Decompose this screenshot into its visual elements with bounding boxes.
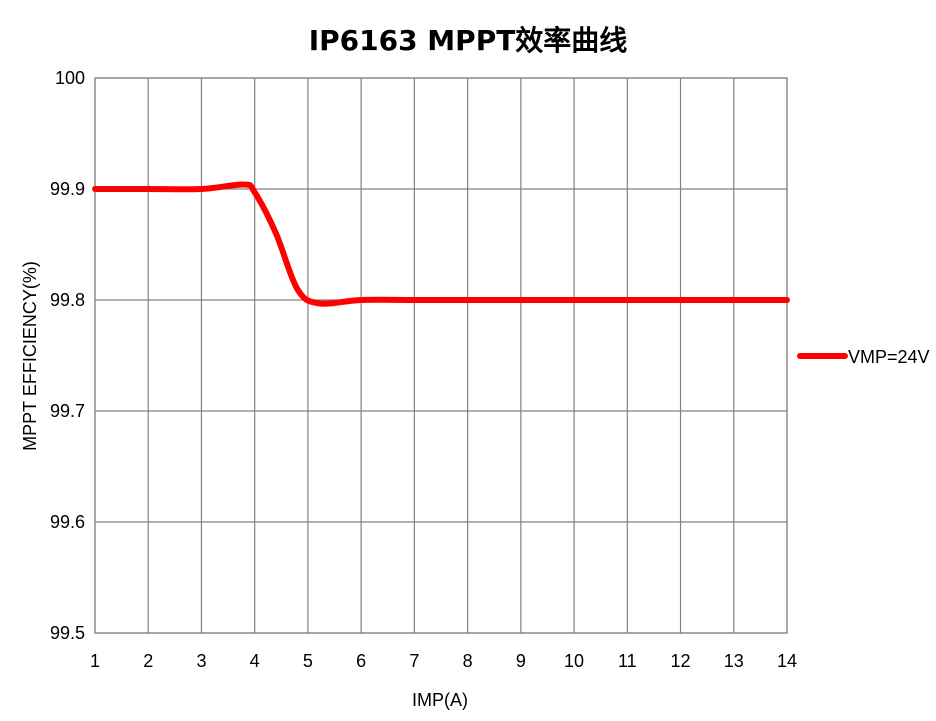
x-tick-label: 13 (724, 651, 744, 671)
legend: VMP=24V (797, 347, 930, 367)
x-axis-ticks: 1 2 3 4 5 6 7 8 9 10 11 12 13 14 (90, 651, 797, 671)
y-axis-ticks: 100 99.9 99.8 99.7 99.6 99.5 (50, 68, 85, 643)
x-tick-label: 10 (564, 651, 584, 671)
y-tick-label: 99.8 (50, 290, 85, 310)
x-tick-label: 5 (303, 651, 313, 671)
grid-lines (94, 77, 788, 634)
x-tick-label: 7 (409, 651, 419, 671)
plot-area (94, 77, 788, 634)
x-tick-label: 6 (356, 651, 366, 671)
series-line-vmp-24v (92, 181, 790, 307)
y-tick-label: 99.6 (50, 512, 85, 532)
x-tick-label: 9 (516, 651, 526, 671)
x-tick-label: 14 (777, 651, 797, 671)
legend-label: VMP=24V (848, 347, 930, 367)
y-axis-label: MPPT EFFICIENCY(%) (20, 261, 40, 451)
x-tick-label: 4 (250, 651, 260, 671)
x-tick-label: 11 (618, 651, 637, 671)
chart-title: IP6163 MPPT效率曲线 (309, 24, 628, 57)
x-tick-label: 12 (671, 651, 691, 671)
y-tick-label: 99.5 (50, 623, 85, 643)
x-tick-label: 2 (143, 651, 153, 671)
x-tick-label: 1 (90, 651, 100, 671)
x-tick-label: 3 (196, 651, 206, 671)
x-axis-label: IMP(A) (412, 690, 468, 710)
y-tick-label: 99.9 (50, 179, 85, 199)
x-tick-label: 8 (463, 651, 473, 671)
y-tick-label: 99.7 (50, 401, 85, 421)
y-tick-label: 100 (55, 68, 85, 88)
